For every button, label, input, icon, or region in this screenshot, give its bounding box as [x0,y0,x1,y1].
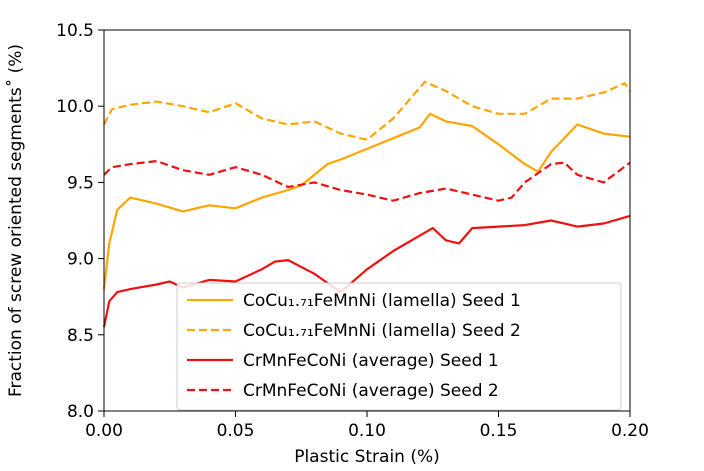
series-line-2-cocu-femnni-lamella-seed-2 [103,80,631,141]
y-tick-label: 9.5 [67,173,94,193]
legend: CoCu₁.₇₁FeMnNi (lamella) Seed 1 CoCu₁.₇₁F… [176,282,622,411]
y-tick-label: 10.0 [56,97,94,117]
y-tick-label: 8.5 [67,326,94,346]
legend-label: CoCu₁.₇₁FeMnNi (lamella) Seed 1 [243,291,521,311]
x-axis-label: Plastic Strain (%) [294,447,440,467]
y-tick-label: 8.0 [67,402,94,422]
x-tick-label: 0.15 [480,421,518,441]
legend-label: CrMnFeCoNi (average) Seed 1 [243,351,499,371]
y-tick-label: 9.0 [67,250,94,270]
x-tick-label: 0.20 [611,421,649,441]
legend-label: CoCu₁.₇₁FeMnNi (lamella) Seed 2 [243,321,521,341]
x-tick-label: 0.05 [217,421,255,441]
x-tick-label: 0.10 [348,421,386,441]
legend-label: CrMnFeCoNi (average) Seed 2 [243,381,499,401]
legend-box [176,282,622,411]
series-line-1-cocu-femnni-lamella-seed-1 [102,112,631,290]
series-line-4-crmnfeconi-average-seed-2 [103,160,631,202]
x-tick-label: 0.00 [85,421,123,441]
y-axis-label: Fraction of screw oriented segments˚ (%) [5,44,26,397]
y-tick-label: 10.5 [56,21,94,41]
axis-layer: 0.00 0.05 0.10 0.15 0.20 8.0 8.5 9.0 9.5 10.0 10.5 [56,21,649,441]
